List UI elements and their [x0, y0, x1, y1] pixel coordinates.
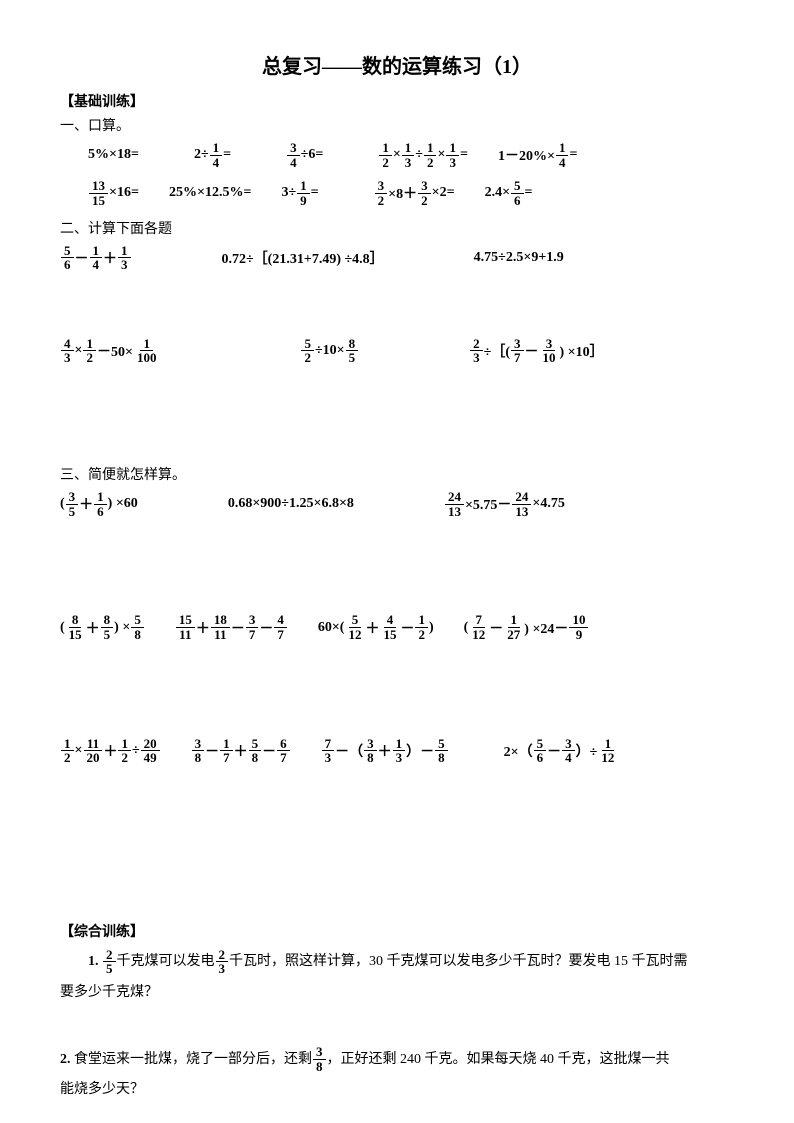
- section1-heading: 一、口算。: [60, 115, 734, 135]
- section3-heading: 三、简便就怎样算。: [60, 464, 734, 484]
- q: 56－ 14＋ 13: [60, 244, 132, 272]
- page-title: 总复习——数的运算练习（1）: [60, 50, 734, 79]
- q: 23÷［( 37－ 310) ×10］: [469, 337, 604, 365]
- q: 52÷10× 85: [300, 337, 359, 365]
- q: 1511＋ 1811－ 37－ 47: [175, 613, 288, 641]
- comp-q1: 1. 25千克煤可以发电23千瓦时，照这样计算，30 千克煤可以发电多少千瓦时？…: [60, 947, 734, 1009]
- s1-row2: 1315 ×16= 25%×12.5%= 3÷ 19 = 32×8＋ 32×2=…: [60, 179, 734, 207]
- q: 1－20%× 14 =: [498, 141, 577, 169]
- q: 0.72÷［(21.31+7.49) ÷4.8］: [222, 248, 384, 268]
- q: ( 35＋ 16) ×60: [60, 490, 138, 518]
- s2-row2: 43× 12－50× 1100 52÷10× 85 23÷［( 37－ 310)…: [60, 337, 734, 365]
- basic-header: 【基础训练】: [60, 91, 734, 111]
- q: 25%×12.5%=: [169, 185, 251, 201]
- q: 3÷ 19 =: [281, 179, 318, 207]
- section2-heading: 二、计算下面各题: [60, 218, 734, 238]
- q: 34 ÷6=: [286, 141, 323, 169]
- s3-row1: ( 35＋ 16) ×60 0.68×900÷1.25×6.8×8 2413×5…: [60, 490, 734, 518]
- q: 12× 1120＋ 12÷ 2049: [60, 737, 161, 765]
- q: ( 815＋ 85) × 58: [60, 613, 145, 641]
- q: 32×8＋ 32×2=: [374, 179, 455, 207]
- q: 4.75÷2.5×9+1.9: [474, 250, 564, 266]
- q: 5%×18=: [88, 147, 139, 163]
- comp-q2: 2. 食堂运来一批煤，烧了一部分后，还剩38，正好还剩 240 千克。如果每天烧…: [60, 1045, 734, 1107]
- q: 12× 13÷ 12× 13=: [378, 141, 468, 169]
- q: 38－ 17＋ 58－ 67: [191, 737, 291, 765]
- q: 2413×5.75－ 2413×4.75: [444, 490, 565, 518]
- q: 2÷ 14 =: [194, 141, 231, 169]
- q: 1315 ×16=: [88, 179, 139, 207]
- comp-header: 【综合训练】: [60, 921, 734, 941]
- s1-row1: 5%×18= 2÷ 14 = 34 ÷6= 12× 13÷ 12× 13= 1－…: [60, 141, 734, 169]
- q: 60×( 512＋ 415－ 12): [318, 613, 434, 641]
- q: 43× 12－50× 1100: [60, 337, 160, 365]
- s3-row3: 12× 1120＋ 12÷ 2049 38－ 17＋ 58－ 67 73－（ 3…: [60, 737, 734, 765]
- q: ( 712－ 127) ×24－ 109: [464, 613, 590, 641]
- q: 2.4× 56 =: [485, 179, 533, 207]
- q: 2×（ 56－ 34）÷ 112: [504, 737, 619, 765]
- s3-row2: ( 815＋ 85) × 58 1511＋ 1811－ 37－ 47 60×( …: [60, 613, 734, 641]
- s2-row1: 56－ 14＋ 13 0.72÷［(21.31+7.49) ÷4.8］ 4.75…: [60, 244, 734, 272]
- q: 0.68×900÷1.25×6.8×8: [228, 496, 354, 512]
- q: 73－（ 38＋ 13）－ 58: [321, 737, 449, 765]
